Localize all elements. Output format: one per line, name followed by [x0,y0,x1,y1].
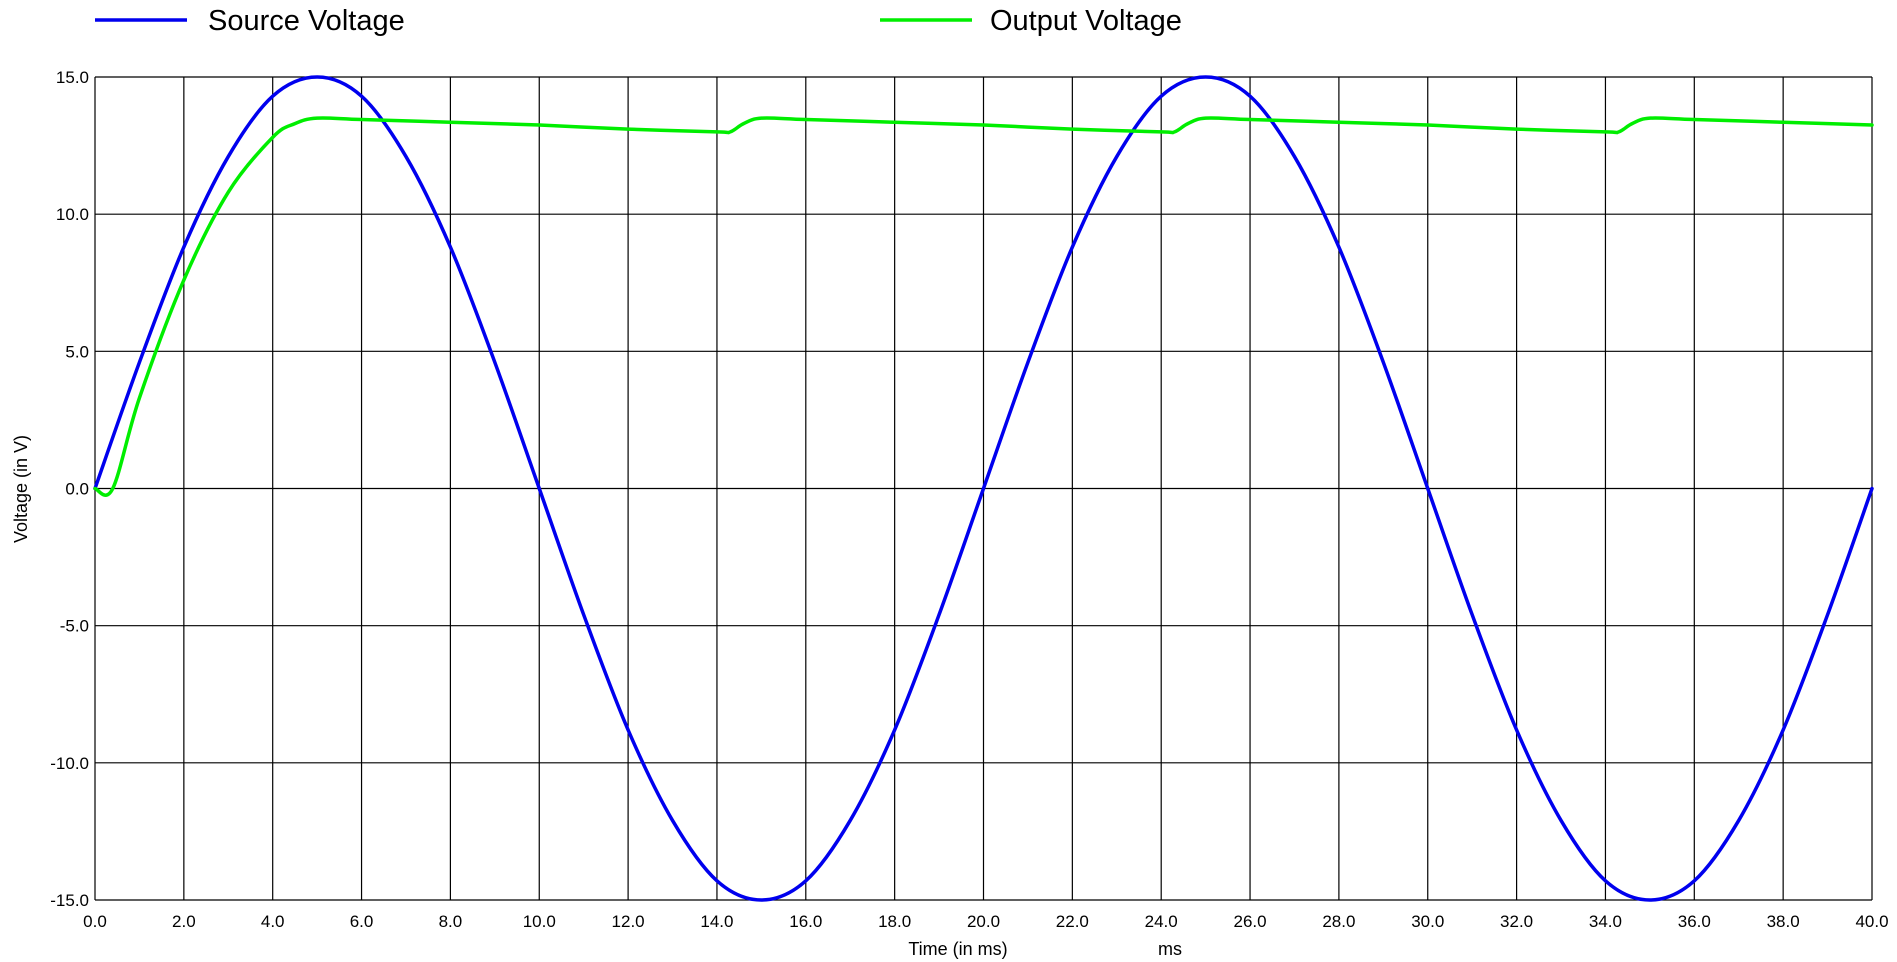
x-tick-label: 6.0 [350,912,374,931]
x-tick-label: 10.0 [523,912,556,931]
x-tick-label: 32.0 [1500,912,1533,931]
x-tick-label: 24.0 [1145,912,1178,931]
x-tick-label: 38.0 [1767,912,1800,931]
x-tick-label: 8.0 [439,912,463,931]
x-tick-label: 40.0 [1855,912,1888,931]
x-tick-label: 36.0 [1678,912,1711,931]
y-tick-label: 0.0 [65,480,89,499]
x-tick-label: 30.0 [1411,912,1444,931]
y-tick-label: 5.0 [65,342,89,361]
x-tick-label: 28.0 [1322,912,1355,931]
series-layer [93,75,1874,902]
x-axis-title: Time (in ms) [908,939,1007,959]
x-tick-label: 12.0 [612,912,645,931]
x-tick-label: 26.0 [1234,912,1267,931]
x-tick-label: 16.0 [789,912,822,931]
x-tick-label: 22.0 [1056,912,1089,931]
y-tick-label: 10.0 [56,205,89,224]
x-tick-labels: 0.0 2.0 4.0 6.0 8.0 10.0 12.0 14.0 16.0 18.0 20.0 2… [83,912,1888,931]
x-tick-label: 2.0 [172,912,196,931]
legend: Source Voltage Output Voltage [95,5,1182,37]
x-tick-label: 0.0 [83,912,107,931]
legend-label-output: Output Voltage [990,5,1182,37]
x-axis-unit-label: ms [1158,939,1182,959]
y-tick-label: -15.0 [50,891,89,910]
x-tick-label: 14.0 [700,912,733,931]
legend-label-source: Source Voltage [208,5,405,37]
y-tick-label: 15.0 [56,68,89,87]
y-tick-labels: 15.0 10.0 5.0 0.0 -5.0 -10.0 -15.0 [50,68,89,910]
y-axis-title: Voltage (in V) [11,435,31,543]
y-tick-label: -10.0 [50,754,89,773]
series-line-source-voltage [93,75,1874,902]
x-tick-label: 18.0 [878,912,911,931]
x-tick-label: 4.0 [261,912,285,931]
x-tick-label: 20.0 [967,912,1000,931]
y-tick-label: -5.0 [60,617,89,636]
x-tick-label: 34.0 [1589,912,1622,931]
series-line-output-voltage [93,116,1874,497]
